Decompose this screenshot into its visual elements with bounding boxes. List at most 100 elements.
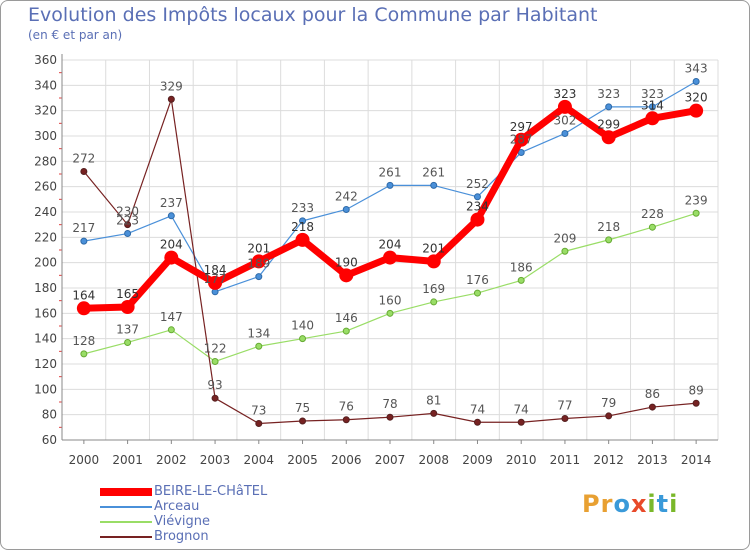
legend-label: Brognon	[154, 529, 209, 544]
data-label-vi-vigne: 122	[204, 341, 227, 355]
logo-letter: i	[669, 490, 679, 518]
x-tick-label: 2002	[156, 453, 187, 467]
y-tick-label: 360	[34, 53, 57, 67]
data-label-brognon: 76	[339, 400, 354, 414]
legend-swatch	[100, 488, 152, 496]
data-label-vi-vigne: 128	[72, 334, 95, 348]
y-tick-label: 140	[34, 332, 57, 346]
data-label-brognon: 78	[382, 397, 397, 411]
data-point-arceau	[692, 78, 700, 86]
data-label-arceau: 223	[116, 214, 139, 228]
data-label-vi-vigne: 147	[160, 310, 183, 324]
data-point-vi-vigne	[473, 289, 481, 297]
data-point-brognon	[605, 412, 613, 420]
data-label-brognon: 75	[295, 401, 310, 415]
data-point-vi-vigne	[211, 357, 219, 365]
data-point-beire-le-ch-tel	[251, 254, 266, 269]
data-point-arceau	[167, 212, 175, 220]
data-point-vi-vigne	[80, 350, 88, 358]
data-point-brognon	[211, 394, 219, 402]
x-tick-label: 2011	[550, 453, 581, 467]
y-tick-label: 60	[42, 433, 57, 447]
data-point-brognon	[299, 417, 307, 425]
data-label-arceau: 261	[422, 165, 445, 179]
data-point-arceau	[299, 217, 307, 225]
logo-letter: r	[600, 490, 614, 518]
y-tick-label: 320	[34, 104, 57, 118]
data-point-beire-le-ch-tel	[164, 250, 179, 265]
x-tick-label: 2007	[375, 453, 406, 467]
data-point-beire-le-ch-tel	[601, 130, 616, 145]
data-point-vi-vigne	[517, 276, 525, 284]
data-point-vi-vigne	[342, 327, 350, 335]
logo-letter: P	[582, 490, 601, 518]
data-point-beire-le-ch-tel	[689, 103, 704, 118]
data-point-vi-vigne	[299, 335, 307, 343]
data-label-brognon: 73	[251, 404, 266, 418]
data-label-brognon: 79	[601, 396, 616, 410]
x-tick-label: 2009	[462, 453, 493, 467]
data-point-brognon	[473, 418, 481, 426]
data-point-arceau	[386, 181, 394, 189]
x-tick-label: 2014	[681, 453, 712, 467]
data-point-beire-le-ch-tel	[383, 250, 397, 265]
data-point-arceau	[605, 103, 613, 111]
chart-title: Evolution des Impôts locaux pour la Comm…	[28, 4, 598, 26]
data-label-arceau: 343	[685, 62, 708, 76]
data-point-vi-vigne	[648, 223, 656, 231]
y-tick-label: 180	[34, 281, 57, 295]
data-point-beire-le-ch-tel	[76, 301, 91, 316]
data-label-vi-vigne: 134	[247, 326, 270, 340]
data-point-vi-vigne	[124, 338, 132, 346]
data-label-beire-le-ch-tel: 201	[422, 241, 445, 255]
data-point-vi-vigne	[605, 236, 613, 244]
logo-letter: t	[656, 490, 670, 518]
legend-swatch	[100, 506, 152, 508]
y-tick-label: 220	[34, 230, 57, 244]
legend-label: BEIRE-LE-CHâTEL	[154, 484, 268, 499]
data-point-brognon	[255, 420, 263, 428]
x-tick-label: 2008	[418, 453, 449, 467]
data-point-arceau	[561, 129, 569, 137]
data-label-beire-le-ch-tel: 323	[553, 87, 576, 101]
x-tick-label: 2010	[506, 453, 537, 467]
x-tick-label: 2013	[637, 453, 668, 467]
data-label-beire-le-ch-tel: 164	[72, 288, 95, 302]
data-label-beire-le-ch-tel: 204	[160, 238, 183, 252]
data-point-beire-le-ch-tel	[645, 111, 660, 126]
data-point-beire-le-ch-tel	[470, 212, 485, 227]
data-label-arceau: 237	[160, 196, 183, 210]
data-point-beire-le-ch-tel	[339, 268, 354, 283]
data-label-beire-le-ch-tel: 314	[641, 98, 664, 112]
data-label-arceau: 189	[247, 257, 270, 271]
series-beire-le-ch-tel	[76, 99, 704, 316]
data-point-arceau	[648, 103, 656, 111]
data-label-arceau: 323	[641, 87, 664, 101]
data-point-beire-le-ch-tel	[557, 99, 572, 114]
logo-letter: i	[647, 490, 657, 518]
series-line-vi-vigne	[83, 212, 697, 363]
data-label-arceau: 233	[291, 201, 314, 215]
data-point-arceau	[430, 181, 438, 189]
data-point-beire-le-ch-tel	[295, 232, 310, 247]
logo-letter: x	[630, 490, 648, 518]
data-label-beire-le-ch-tel: 190	[335, 255, 358, 269]
data-label-brognon: 86	[645, 387, 660, 401]
data-point-brognon	[124, 221, 132, 229]
data-label-vi-vigne: 218	[597, 220, 620, 234]
y-tick-label: 80	[42, 408, 57, 422]
data-label-arceau: 261	[379, 165, 402, 179]
data-label-vi-vigne: 228	[641, 207, 664, 221]
legend-label: Arceau	[154, 499, 200, 514]
data-label-brognon: 74	[514, 402, 529, 416]
data-label-beire-le-ch-tel: 297	[510, 120, 533, 134]
data-point-brognon	[167, 95, 175, 103]
series-brognon	[80, 95, 700, 428]
data-point-brognon	[80, 167, 88, 175]
data-label-beire-le-ch-tel: 299	[597, 117, 620, 131]
x-tick-label: 2001	[112, 453, 143, 467]
data-point-brognon	[342, 416, 350, 424]
